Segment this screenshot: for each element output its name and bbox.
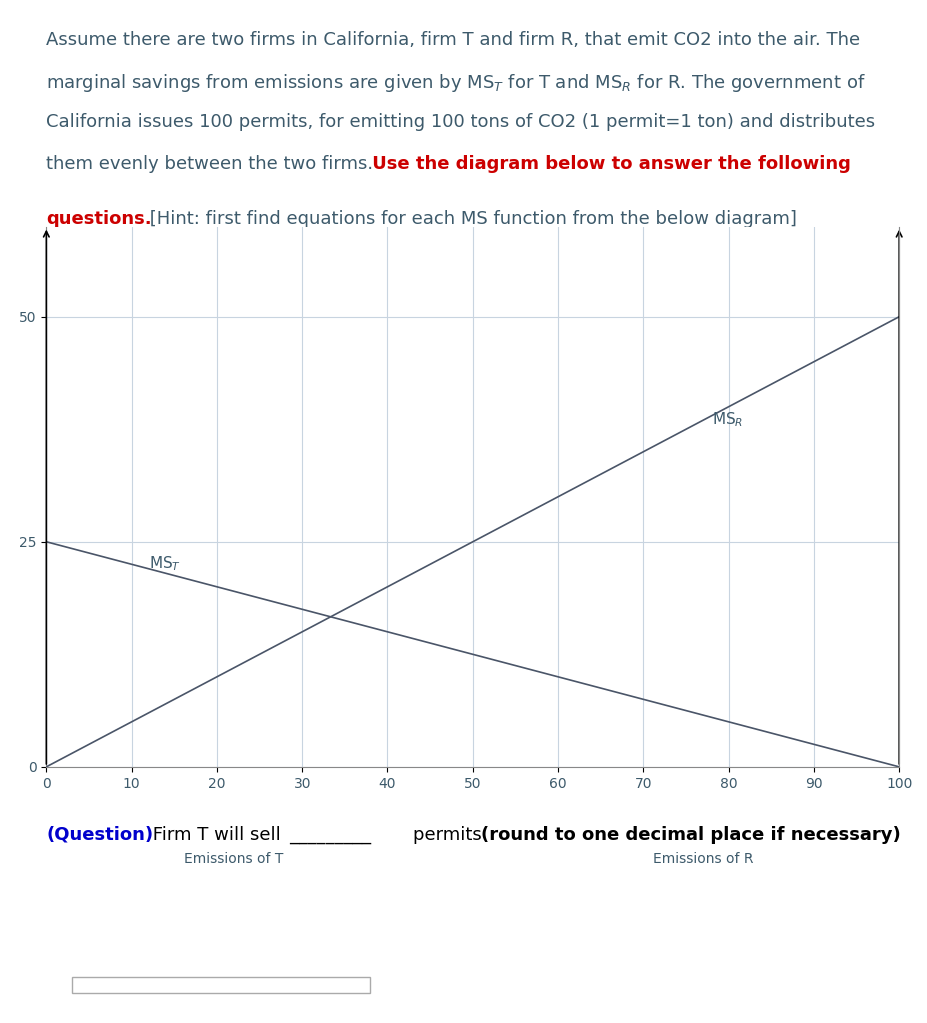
Text: Emissions of R: Emissions of R xyxy=(653,852,754,866)
Bar xyxy=(72,977,371,993)
Text: (round to one decimal place if necessary): (round to one decimal place if necessary… xyxy=(481,826,901,844)
Text: MS$_T$: MS$_T$ xyxy=(148,554,181,574)
Text: them evenly between the two firms.: them evenly between the two firms. xyxy=(46,154,374,173)
Text: [Hint: first find equations for each MS function from the below diagram]: [Hint: first find equations for each MS … xyxy=(145,210,797,228)
Text: California issues 100 permits, for emitting 100 tons of CO2 (1 permit=1 ton) and: California issues 100 permits, for emitt… xyxy=(46,114,875,131)
Text: Use the diagram below to answer the following: Use the diagram below to answer the foll… xyxy=(366,154,851,173)
Text: permits: permits xyxy=(413,826,488,844)
Text: Assume there are two firms in California, firm T and firm R, that emit CO2 into : Assume there are two firms in California… xyxy=(46,31,860,49)
Text: Firm T will sell: Firm T will sell xyxy=(147,826,286,844)
Text: MS$_R$: MS$_R$ xyxy=(712,411,743,430)
Text: (Question): (Question) xyxy=(46,826,154,844)
Text: questions.: questions. xyxy=(46,210,152,228)
Text: _________: _________ xyxy=(289,826,377,844)
Text: Emissions of T: Emissions of T xyxy=(184,852,284,866)
Text: marginal savings from emissions are given by MS$_T$ for T and MS$_R$ for R. The : marginal savings from emissions are give… xyxy=(46,72,866,94)
